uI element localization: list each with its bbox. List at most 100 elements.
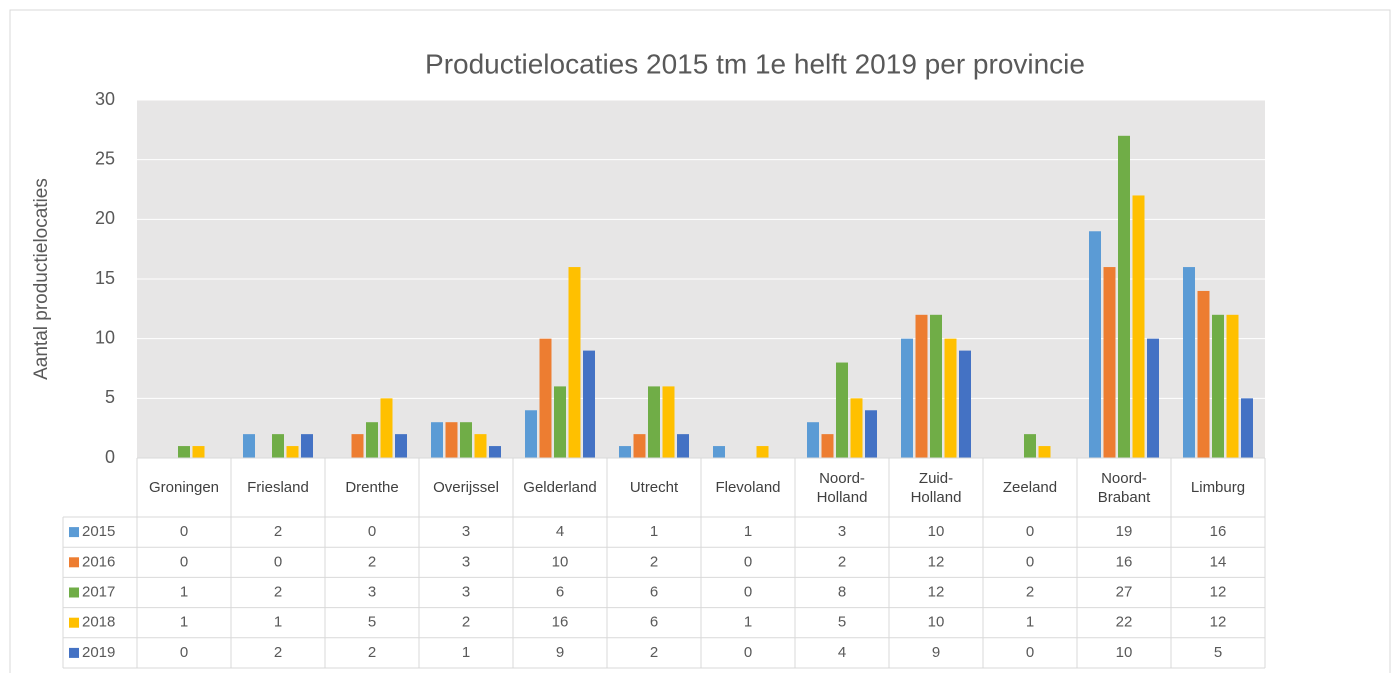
bar [192,446,205,458]
table-value: 3 [838,523,846,540]
table-value: 3 [462,523,470,540]
table-value: 1 [744,523,752,540]
table-value: 16 [1116,553,1133,570]
legend-label: 2019 [82,644,115,661]
y-axis-title: Aantal productielocaties [31,178,52,380]
bar [489,446,501,458]
table-value: 10 [552,553,569,570]
bar [836,362,848,458]
table-value: 3 [368,583,376,600]
x-tick-label: Gelderland [523,479,597,496]
table-value: 0 [744,553,752,570]
table-value: 6 [556,583,564,600]
y-tick-label: 25 [95,148,115,168]
y-tick-label: 15 [95,268,115,288]
table-value: 12 [1210,583,1227,600]
x-tick-label: Zuid-Holland [910,469,962,506]
table-value: 2 [838,553,846,570]
legend-swatch [69,617,79,628]
legend-swatch [69,647,79,658]
legend-swatch [69,527,79,538]
bar [474,434,487,458]
table-value: 0 [274,553,282,570]
table-value: 9 [556,644,564,661]
bar [243,434,255,458]
bar [380,398,393,458]
x-tick-label: Noord-Holland [816,469,868,506]
table-value: 3 [462,583,470,600]
x-tick-label: Friesland [247,479,309,496]
legend-label: 2015 [82,523,115,540]
table-value: 0 [1026,553,1034,570]
x-tick-label: Noord-Brabant [1097,469,1151,506]
bar [272,434,284,458]
bar [1241,398,1253,458]
bar [1132,195,1145,458]
table-value: 5 [368,614,376,631]
bar [301,434,313,458]
bar [677,434,689,458]
bar [901,338,913,458]
table-value: 5 [1214,644,1222,661]
table-value: 2 [650,553,658,570]
x-tick-label: Groningen [148,479,220,496]
table-value: 0 [180,523,188,540]
table-value: 1 [180,614,188,631]
y-tick-label: 0 [105,447,115,467]
table-value: 8 [838,583,846,600]
table-value: 1 [274,614,282,631]
table-value: 14 [1210,553,1227,570]
table-value: 0 [1026,644,1034,661]
x-tick-label: Overijssel [433,479,499,496]
y-tick-label: 30 [95,89,115,109]
table-value: 16 [552,614,569,631]
table-value: 1 [462,644,470,661]
x-tick-label: Utrecht [629,479,679,496]
table-value: 4 [556,523,564,540]
bar [351,434,364,458]
legend-label: 2016 [82,553,115,570]
bar [756,446,769,458]
table-value: 0 [744,644,752,661]
table-value: 22 [1116,614,1133,631]
y-tick-label: 10 [95,327,115,347]
bar [1212,314,1224,458]
table-value: 0 [744,583,752,600]
bar [568,267,581,458]
bar [525,410,537,458]
bar [1089,231,1101,458]
bar [619,446,631,458]
y-tick-label: 20 [95,208,115,228]
x-tick-label: Zeeland [1002,479,1058,496]
x-tick-label: Limburg [1190,479,1246,496]
bar [915,314,928,458]
legend-swatch [69,557,79,568]
table-value: 2 [368,644,376,661]
table-value: 2 [1026,583,1034,600]
bar [944,338,957,458]
bar [366,422,378,458]
table-value: 0 [368,523,376,540]
table-value: 4 [838,644,846,661]
bar [648,386,660,458]
legend-label: 2017 [82,583,115,600]
bar [445,422,458,458]
bar [583,350,595,458]
table-value: 1 [180,583,188,600]
table-value: 9 [932,644,940,661]
bar [633,434,646,458]
x-tick-label: Flevoland [715,479,781,496]
table-value: 19 [1116,523,1133,540]
bar [1024,434,1036,458]
legend-swatch [69,587,79,598]
table-value: 1 [650,523,658,540]
table-value: 2 [274,583,282,600]
table-value: 12 [928,583,945,600]
bar [286,446,299,458]
table-value: 3 [462,553,470,570]
table-value: 0 [180,553,188,570]
bar [1226,314,1239,458]
y-tick-label: 5 [105,387,115,407]
